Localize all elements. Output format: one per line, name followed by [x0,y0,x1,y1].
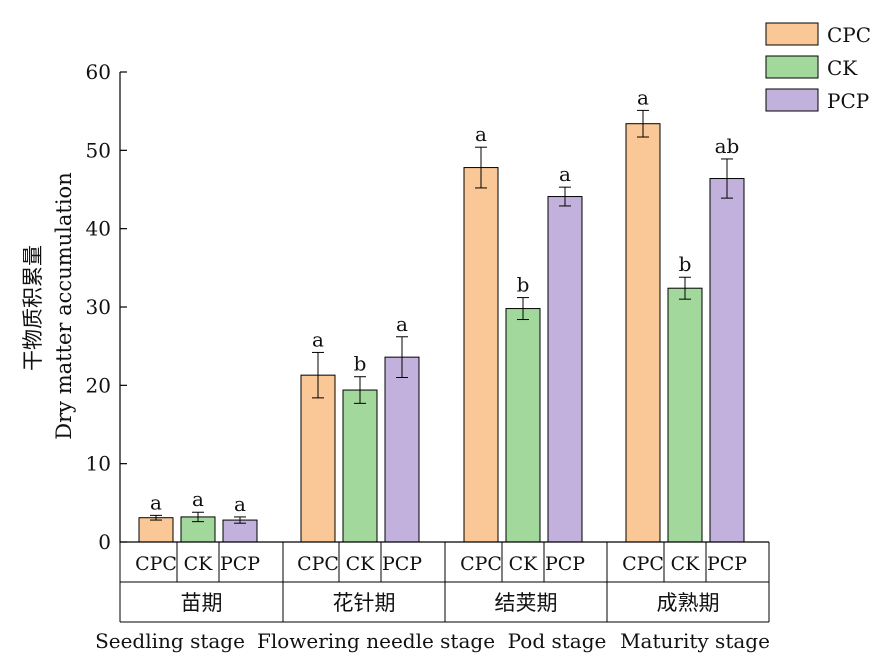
group-label-cn: 花针期 [333,591,396,615]
y-tick-label: 30 [86,295,111,319]
x-tick-label: PCP [707,553,747,575]
significance-label: b [517,273,530,297]
bar [384,356,420,543]
group-label-en: Pod stage [508,629,607,653]
significance-label: ab [715,134,740,158]
y-axis: 0 10 20 30 40 50 60 [86,60,127,554]
legend: CPC CK PCP [765,22,871,113]
significance-label: a [192,487,204,511]
y-axis-title-en: Dry matter accumulation [52,172,76,439]
group-label-cn: 苗期 [181,591,223,615]
bar [709,178,745,543]
y-tick-label: 10 [86,452,111,476]
y-tick-label: 50 [86,138,111,162]
bar [342,389,378,543]
significance-label: a [234,492,246,516]
significance-label: a [396,312,408,336]
legend-swatch [765,55,819,79]
bar [505,308,541,543]
x-tick-label: CK [184,553,214,575]
y-tick-label: 40 [86,217,111,241]
bar [547,196,583,543]
x-tick-label: CPC [460,553,502,575]
significance-label: b [679,252,692,276]
bar [667,287,703,543]
bar [138,517,174,543]
significance-label: a [312,327,324,351]
x-tick-label: PCP [382,553,422,575]
group-label-cn: 结荚期 [495,591,558,615]
group-label-cn: 成熟期 [657,591,720,615]
y-tick-label: 20 [86,373,111,397]
significance-label: a [475,122,487,146]
x-tick-label: CK [671,553,701,575]
legend-label: PCP [827,89,869,113]
legend-swatch [765,22,819,46]
significance-label: a [637,85,649,109]
bar [300,374,336,543]
significance-label: a [559,162,571,186]
x-tick-label: CK [509,553,539,575]
x-tick-label: PCP [545,553,585,575]
y-tick-label: 0 [98,530,111,554]
x-tick-label: CPC [622,553,664,575]
legend-label: CK [827,56,858,80]
y-axis-title-cn: 干物质积累量 [21,245,45,371]
bar [463,167,499,543]
x-tick-label: CPC [297,553,339,575]
significance-label: b [354,352,367,376]
x-tick-label: CK [346,553,376,575]
group-label-en: Flowering needle stage [257,629,495,653]
bar [625,123,661,543]
group-label-en: Maturity stage [620,629,770,653]
y-tick-label: 60 [86,60,111,84]
legend-swatch [765,88,819,112]
significance-label: a [150,490,162,514]
legend-label: CPC [827,23,871,47]
x-tick-label: CPC [135,553,177,575]
group-label-en: Seedling stage [95,629,245,653]
x-tick-label: PCP [220,553,260,575]
